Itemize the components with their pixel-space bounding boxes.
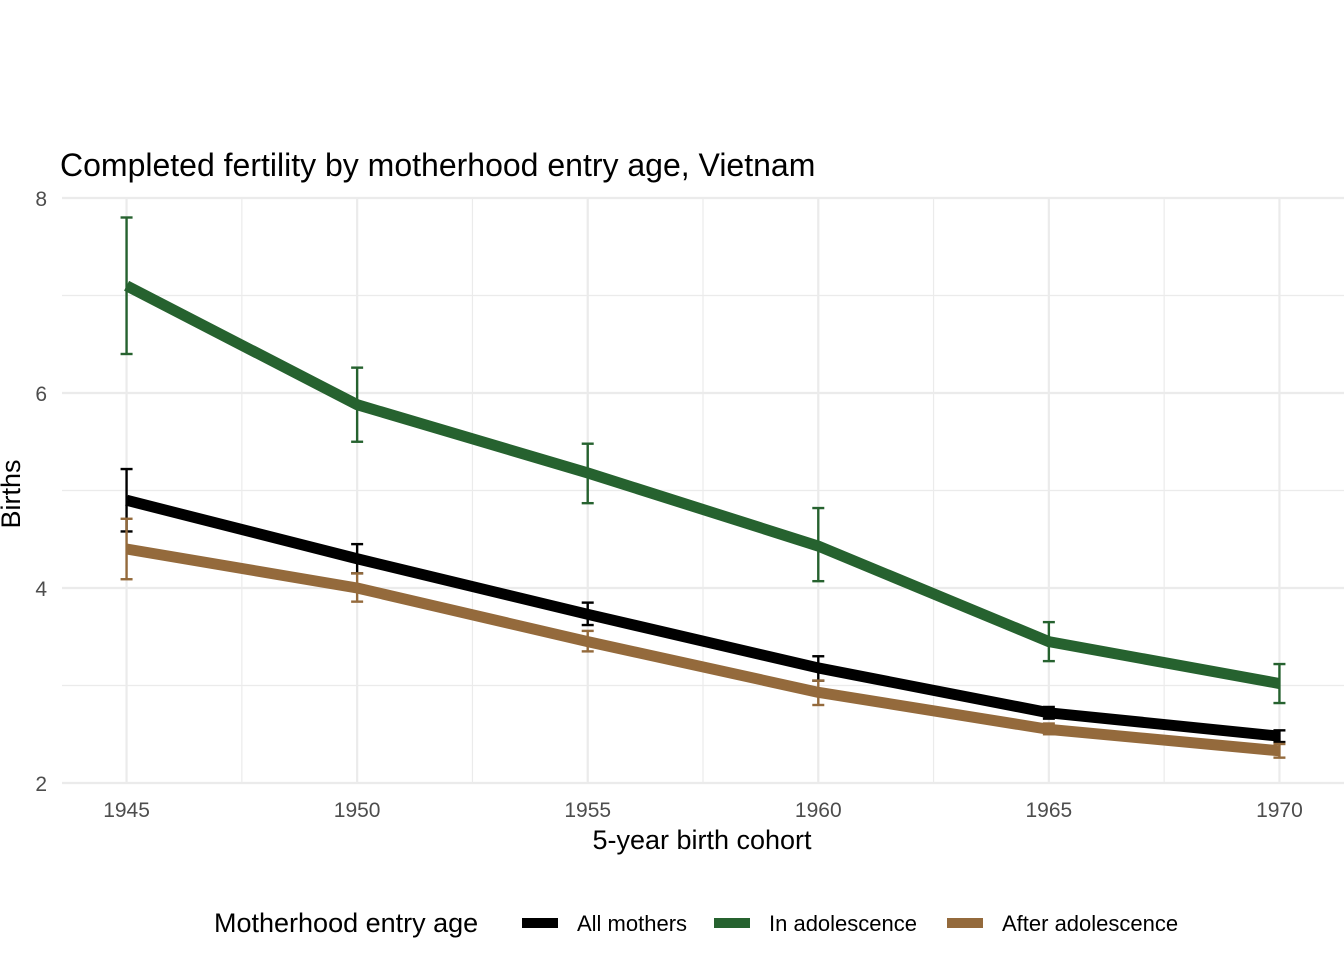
x-tick-label: 1960 <box>795 799 842 822</box>
x-tick-label: 1955 <box>564 799 611 822</box>
series-line <box>125 494 1280 742</box>
chart-title: Completed fertility by motherhood entry … <box>60 147 815 183</box>
y-tick-label: 4 <box>35 578 47 601</box>
x-tick-label: 1965 <box>1026 799 1073 822</box>
x-tick-label: 1950 <box>334 799 381 822</box>
series-line <box>124 280 1281 689</box>
legend: Motherhood entry age All mothers In adole… <box>214 908 1178 938</box>
x-tick-label: 1945 <box>103 799 150 822</box>
legend-label: In adolescence <box>769 911 917 936</box>
series-in-adolescence <box>120 216 1286 705</box>
x-axis-ticks: 1945 1950 1955 1960 1965 1970 <box>103 799 1303 822</box>
x-axis-title: 5-year birth cohort <box>592 825 812 855</box>
series-after-adolescence <box>120 517 1286 759</box>
legend-label: After adolescence <box>1002 911 1178 936</box>
series-layer <box>120 216 1286 759</box>
legend-key <box>714 918 750 928</box>
legend-title: Motherhood entry age <box>214 908 478 938</box>
y-axis-title: Births <box>0 459 26 528</box>
y-tick-label: 6 <box>35 383 47 406</box>
x-tick-label: 1970 <box>1256 799 1303 822</box>
y-tick-label: 2 <box>35 773 47 796</box>
grid-lines <box>62 196 1344 785</box>
legend-label: All mothers <box>577 911 687 936</box>
legend-items: All mothers In adolescence After adolescen… <box>522 911 1178 936</box>
series-line <box>125 543 1280 757</box>
legend-key <box>947 918 983 928</box>
y-tick-label: 8 <box>35 188 47 211</box>
legend-key <box>522 918 558 928</box>
y-axis-ticks: 2 4 6 8 <box>35 188 47 796</box>
